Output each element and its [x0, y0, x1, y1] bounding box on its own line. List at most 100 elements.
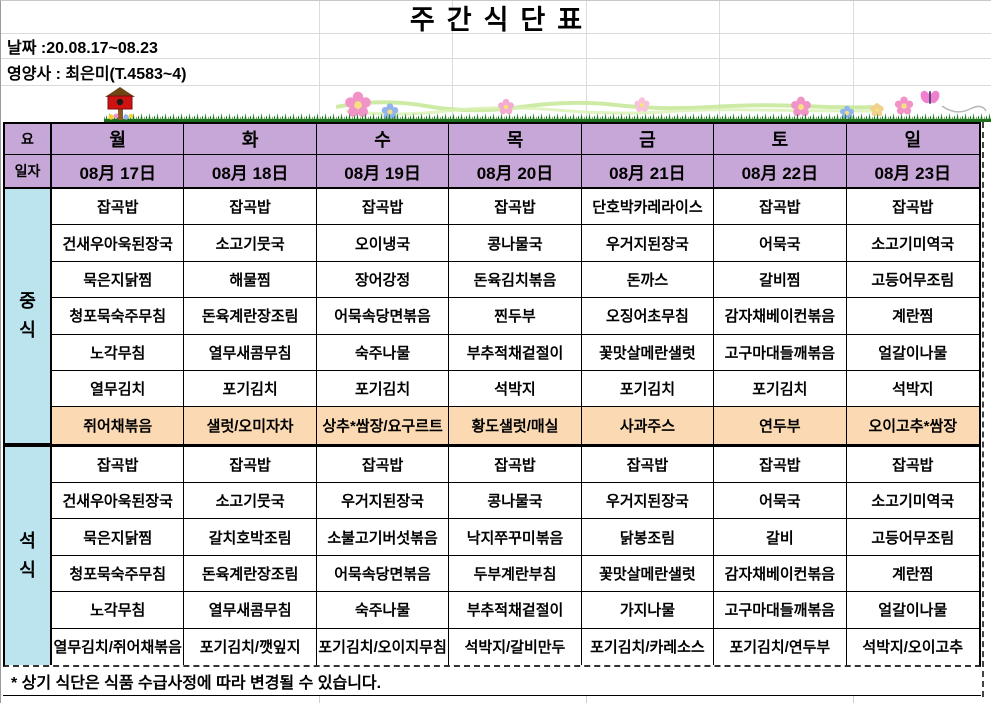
- menu-cell: 잡곡밥: [449, 446, 582, 484]
- gridline: [452, 1, 453, 122]
- menu-cell: 노각무침: [52, 592, 185, 629]
- decor-strip: [104, 87, 991, 122]
- birdhouse-icon: [105, 87, 135, 120]
- menu-cell: 고구마대들깨볶음: [714, 592, 847, 629]
- dietitian-text: 영양사 : 최은미(T.4583~4): [7, 66, 187, 83]
- menu-cell: 오이냉국: [316, 225, 450, 262]
- menu-cell: 잡곡밥: [52, 446, 185, 484]
- menu-cell: 돈육계란장조림: [184, 298, 317, 335]
- date-header-cell: 08月 18日: [184, 155, 317, 189]
- date-range-row: 날짜 :20.08.17~08.23: [1, 34, 991, 59]
- menu-cell: 낙지쭈꾸미볶음: [449, 519, 582, 556]
- menu-cell: 소고기뭇국: [184, 483, 317, 520]
- menu-cell: 열무새콤무침: [184, 334, 317, 371]
- menu-cell: 포기김치: [184, 370, 317, 408]
- menu-cell: 열무새콤무침: [184, 592, 317, 629]
- menu-cell: 소고기미역국: [846, 483, 979, 520]
- menu-cell: 청포묵숙주무침: [52, 298, 185, 335]
- menu-cell: 단호박카레라이스: [581, 189, 715, 226]
- menu-cell: 잡곡밥: [184, 446, 317, 484]
- menu-cell: 잡곡밥: [846, 189, 979, 226]
- menu-cell: 숙주나물: [316, 334, 450, 371]
- menu-cell: 어묵국: [714, 225, 847, 262]
- day-header-cell: 수: [316, 124, 450, 155]
- gridline: [319, 696, 320, 703]
- day-header-cell: 화: [184, 124, 317, 155]
- menu-cell: 포기김치/깻잎지: [184, 628, 317, 665]
- date-header-cell: 08月 17日: [52, 155, 185, 189]
- menu-cell: 얼갈이나물: [846, 334, 979, 371]
- menu-cell: 돈육계란장조림: [184, 555, 317, 593]
- menu-cell: 닭봉조림: [581, 519, 715, 556]
- page-title-text: 주간식단표: [409, 4, 595, 35]
- menu-cell: 부추적채겉절이: [449, 592, 582, 629]
- menu-cell: 갈치호박조림: [184, 519, 317, 556]
- menu-cell: 고구마대들깨볶음: [714, 334, 847, 371]
- menu-cell: 석박지/갈비만두: [449, 628, 582, 665]
- menu-cell: 소고기미역국: [846, 225, 979, 262]
- butterfly-icon: [920, 90, 940, 104]
- menu-cell: 감자채베이컨볶음: [714, 298, 847, 335]
- date-range-text: 날짜 :20.08.17~08.23: [7, 40, 158, 57]
- menu-cell: 샐럿/오미자차: [184, 407, 317, 444]
- menu-cell: 열무김치: [52, 370, 185, 408]
- date-header-cell: 08月 20日: [449, 155, 582, 189]
- date-header-cell: 08月 23日: [846, 155, 979, 189]
- menu-cell: 포기김치/연두부: [714, 628, 847, 665]
- menu-cell: 묵은지닭찜: [52, 261, 185, 299]
- menu-cell: 우거지된장국: [581, 483, 715, 520]
- menu-cell: 어묵속당면볶음: [316, 298, 450, 335]
- menu-cell: 잡곡밥: [846, 446, 979, 484]
- date-header-cell: 08月 22日: [714, 155, 847, 189]
- menu-cell: 어묵국: [714, 483, 847, 520]
- menu-cell: 포기김치/오이지무침: [316, 628, 450, 665]
- menu-cell: 장어강정: [316, 261, 450, 299]
- date-header-cell: 08月 19日: [316, 155, 450, 189]
- menu-cell: 쥐어채볶음: [52, 407, 185, 444]
- menu-table: 요 월 화 수 목 금 토 일 일자 08月 17日 08月 18日 08月 19日 08月 20日 08…: [3, 122, 981, 667]
- menu-cell: 해물찜: [184, 261, 317, 299]
- menu-cell: 잡곡밥: [449, 189, 582, 226]
- day-header-cell: 금: [581, 124, 715, 155]
- menu-cell: 상추*쌈장/요구르트: [316, 407, 450, 444]
- menu-cell: 잡곡밥: [316, 446, 450, 484]
- menu-cell: 두부계란부침: [449, 555, 582, 593]
- section-label-lunch: 중식: [5, 189, 52, 444]
- menu-cell: 감자채베이컨볶음: [714, 555, 847, 593]
- gridline: [586, 1, 587, 122]
- menu-cell: 석박지: [846, 370, 979, 408]
- menu-cell: 꽃맛살메란샐럿: [581, 334, 715, 371]
- grass-border: [104, 113, 991, 122]
- menu-cell: 계란찜: [846, 555, 979, 593]
- day-header-cell: 일: [846, 124, 979, 155]
- menu-cell: 꽃맛살메란샐럿: [581, 555, 715, 593]
- menu-cell: 찐두부: [449, 298, 582, 335]
- gridline: [319, 1, 320, 122]
- menu-cell: 부추적채겉절이: [449, 334, 582, 371]
- menu-cell: 사과주스: [581, 407, 715, 444]
- menu-cell: 청포묵숙주무침: [52, 555, 185, 593]
- date-header-cell: 08月 21日: [581, 155, 715, 189]
- corner-date-label: 일자: [5, 155, 52, 189]
- menu-cell: 황도샐럿/매실: [449, 407, 582, 444]
- menu-cell: 갈비: [714, 519, 847, 556]
- menu-cell: 포기김치: [316, 370, 450, 408]
- menu-cell: 얼갈이나물: [846, 592, 979, 629]
- day-header-cell: 목: [449, 124, 582, 155]
- menu-cell: 콩나물국: [449, 483, 582, 520]
- menu-cell: 숙주나물: [316, 592, 450, 629]
- page-break-line: [982, 122, 984, 697]
- menu-cell: 콩나물국: [449, 225, 582, 262]
- menu-cell: 석박지: [449, 370, 582, 408]
- menu-cell: 잡곡밥: [52, 189, 185, 226]
- menu-cell: 잡곡밥: [184, 189, 317, 226]
- menu-cell: 소고기뭇국: [184, 225, 317, 262]
- menu-cell: 석박지/오이고추: [846, 628, 979, 665]
- menu-cell: 소불고기버섯볶음: [316, 519, 450, 556]
- day-header-cell: 월: [52, 124, 185, 155]
- gridline: [586, 696, 587, 703]
- menu-cell: 포기김치/카레소스: [581, 628, 715, 665]
- menu-cell: 계란찜: [846, 298, 979, 335]
- menu-cell: 잡곡밥: [581, 446, 715, 484]
